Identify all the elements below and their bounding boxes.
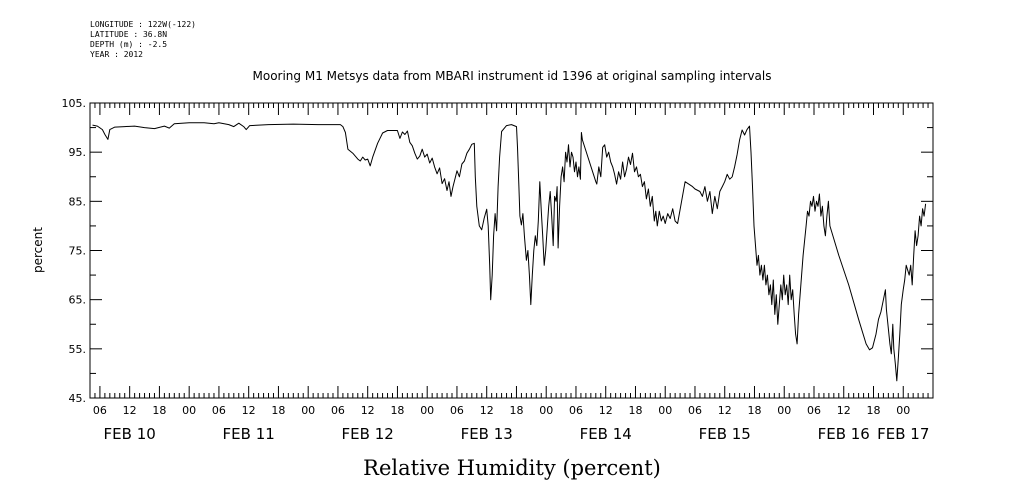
x-tick-label: 00 [182, 404, 196, 417]
x-tick-label: 00 [301, 404, 315, 417]
x-tick-label: 18 [509, 404, 523, 417]
series-layer [92, 122, 927, 382]
y-tick-label: 85. [69, 195, 87, 208]
x-axis-label: Relative Humidity (percent) [363, 456, 661, 480]
date-label: FEB 16 [818, 425, 870, 443]
x-tick-label: 06 [688, 404, 702, 417]
date-label: FEB 11 [223, 425, 275, 443]
chart-title: Mooring M1 Metsys data from MBARI instru… [253, 69, 772, 83]
y-tick-label: 75. [69, 245, 87, 258]
y-tick-label: 45. [69, 392, 87, 405]
x-tick-label: 18 [271, 404, 285, 417]
x-tick-label: 12 [837, 404, 851, 417]
minor-ticks [89, 103, 929, 398]
x-tick-label: 00 [896, 404, 910, 417]
x-tick-label: 12 [361, 404, 375, 417]
x-tick-label: 12 [242, 404, 256, 417]
x-tick-label: 18 [390, 404, 404, 417]
date-label: FEB 12 [342, 425, 394, 443]
x-tick-label: 00 [420, 404, 434, 417]
series-line-relative-humidity [92, 122, 927, 382]
x-tick-label: 18 [628, 404, 642, 417]
y-tick-label: 105. [62, 97, 87, 110]
latitude-text: LATITUDE : 36.8N [90, 30, 168, 39]
x-tick-label: 18 [866, 404, 880, 417]
plot-frame [89, 102, 934, 399]
x-tick-label: 06 [331, 404, 345, 417]
x-tick-label: 12 [599, 404, 613, 417]
x-tick-label: 00 [539, 404, 553, 417]
depth-text: DEPTH (m) : -2.5 [90, 40, 168, 49]
x-tick-label: 00 [658, 404, 672, 417]
y-tick-label: 95. [69, 146, 87, 159]
date-label: FEB 13 [461, 425, 513, 443]
date-label: FEB 15 [699, 425, 751, 443]
x-tick-label: 06 [212, 404, 226, 417]
y-axis-ticks: 45. 55. 65. 75. 85. 95. 105. [62, 97, 933, 405]
metadata-block: LONGITUDE : 122W(-122) LATITUDE : 36.8N … [90, 20, 196, 60]
x-tick-label: 06 [807, 404, 821, 417]
x-tick-label: 18 [152, 404, 166, 417]
y-axis-label: percent [31, 227, 45, 273]
x-tick-label: 12 [718, 404, 732, 417]
x-tick-label: 12 [123, 404, 137, 417]
date-label: FEB 14 [580, 425, 632, 443]
x-axis-ticks: 06 12 18 00 06 12 18 00 06 12 18 00 06 12 18 00 06 12 18 00… [93, 103, 929, 443]
y-tick-label: 65. [69, 294, 87, 307]
x-tick-label: 18 [747, 404, 761, 417]
longitude-text: LONGITUDE : 122W(-122) [90, 20, 196, 29]
date-label: FEB 17 [877, 425, 929, 443]
x-tick-label: 12 [480, 404, 494, 417]
x-tick-label: 00 [777, 404, 791, 417]
y-tick-label: 55. [69, 343, 87, 356]
x-tick-label: 06 [569, 404, 583, 417]
x-tick-label: 06 [93, 404, 107, 417]
date-label: FEB 10 [104, 425, 156, 443]
year-text: YEAR : 2012 [90, 50, 143, 59]
x-tick-label: 06 [450, 404, 464, 417]
